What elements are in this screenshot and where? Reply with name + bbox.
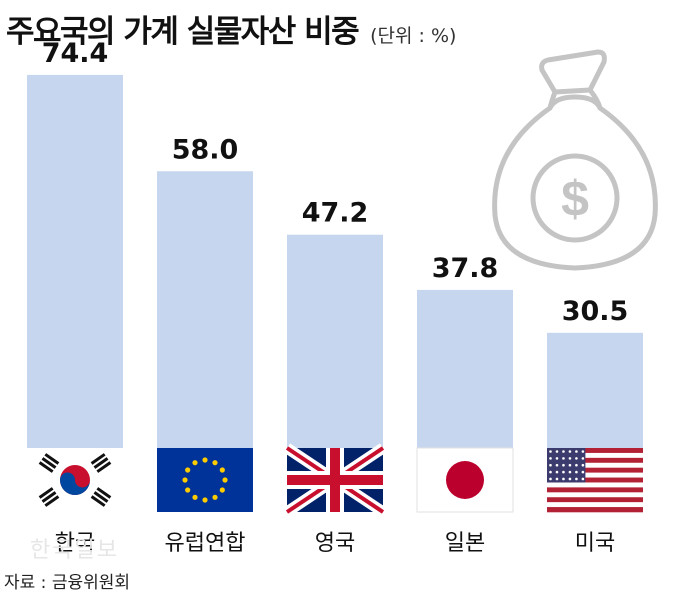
svg-text:$: $ [561, 171, 589, 227]
bars-layer: 74.4 한국 58.0 유럽연합 47.2 영국 37.8 일본 30.5 미국 [27, 38, 643, 556]
chart-title: 주요국의 가계 실물자산 비중 [6, 14, 360, 50]
category-label-3: 일본 [445, 531, 485, 556]
value-label-1: 58.0 [172, 134, 239, 165]
uk-flag-icon [283, 443, 387, 517]
category-label-4: 미국 [575, 531, 615, 556]
eu-flag-icon [157, 448, 253, 512]
money-bag-icon: $ [492, 49, 658, 271]
value-label-2: 47.2 [302, 198, 369, 229]
category-label-1: 유럽연합 [165, 531, 246, 556]
value-label-4: 30.5 [562, 296, 629, 327]
bar-0 [27, 74, 123, 513]
usa-flag-icon [547, 448, 643, 513]
value-label-3: 37.8 [432, 253, 499, 284]
korea-flag-icon [27, 448, 123, 512]
category-label-2: 영국 [315, 531, 355, 556]
watermark: 한국일보 [30, 538, 119, 563]
unit-label: (단위 : %) [370, 25, 457, 47]
category-label-0: 한국 [55, 531, 95, 556]
chart-header: 주요국의 가계 실물자산 비중 (단위 : %) [6, 6, 456, 51]
source-note: 자료 : 금융위원회 [4, 573, 131, 593]
value-label-0: 74.4 [42, 38, 109, 69]
japan-flag-icon [416, 447, 514, 513]
